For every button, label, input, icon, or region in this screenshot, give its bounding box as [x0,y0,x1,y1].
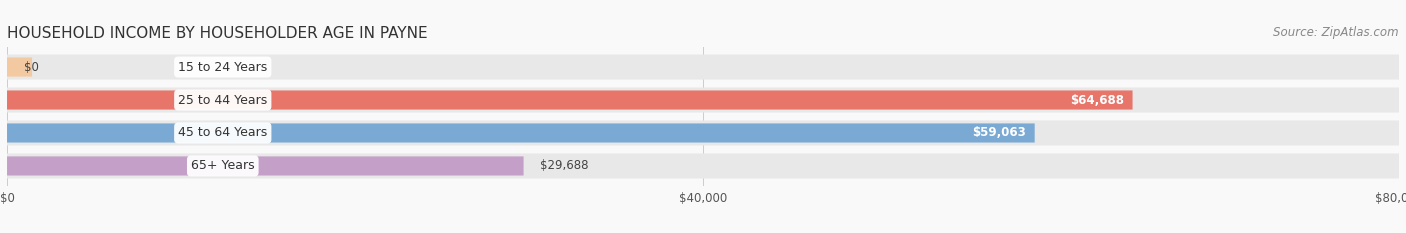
Text: $59,063: $59,063 [973,127,1026,140]
Text: Source: ZipAtlas.com: Source: ZipAtlas.com [1274,26,1399,39]
Text: $29,688: $29,688 [540,159,589,172]
Text: 45 to 64 Years: 45 to 64 Years [179,127,267,140]
FancyBboxPatch shape [7,156,523,175]
FancyBboxPatch shape [7,87,1399,113]
FancyBboxPatch shape [7,120,1399,146]
FancyBboxPatch shape [7,123,1035,143]
Text: 25 to 44 Years: 25 to 44 Years [179,93,267,106]
Text: 15 to 24 Years: 15 to 24 Years [179,61,267,74]
FancyBboxPatch shape [7,55,1399,80]
Text: $64,688: $64,688 [1070,93,1125,106]
Text: 65+ Years: 65+ Years [191,159,254,172]
FancyBboxPatch shape [7,58,32,77]
Text: HOUSEHOLD INCOME BY HOUSEHOLDER AGE IN PAYNE: HOUSEHOLD INCOME BY HOUSEHOLDER AGE IN P… [7,26,427,41]
FancyBboxPatch shape [7,153,1399,178]
Text: $0: $0 [24,61,38,74]
FancyBboxPatch shape [7,90,1133,110]
